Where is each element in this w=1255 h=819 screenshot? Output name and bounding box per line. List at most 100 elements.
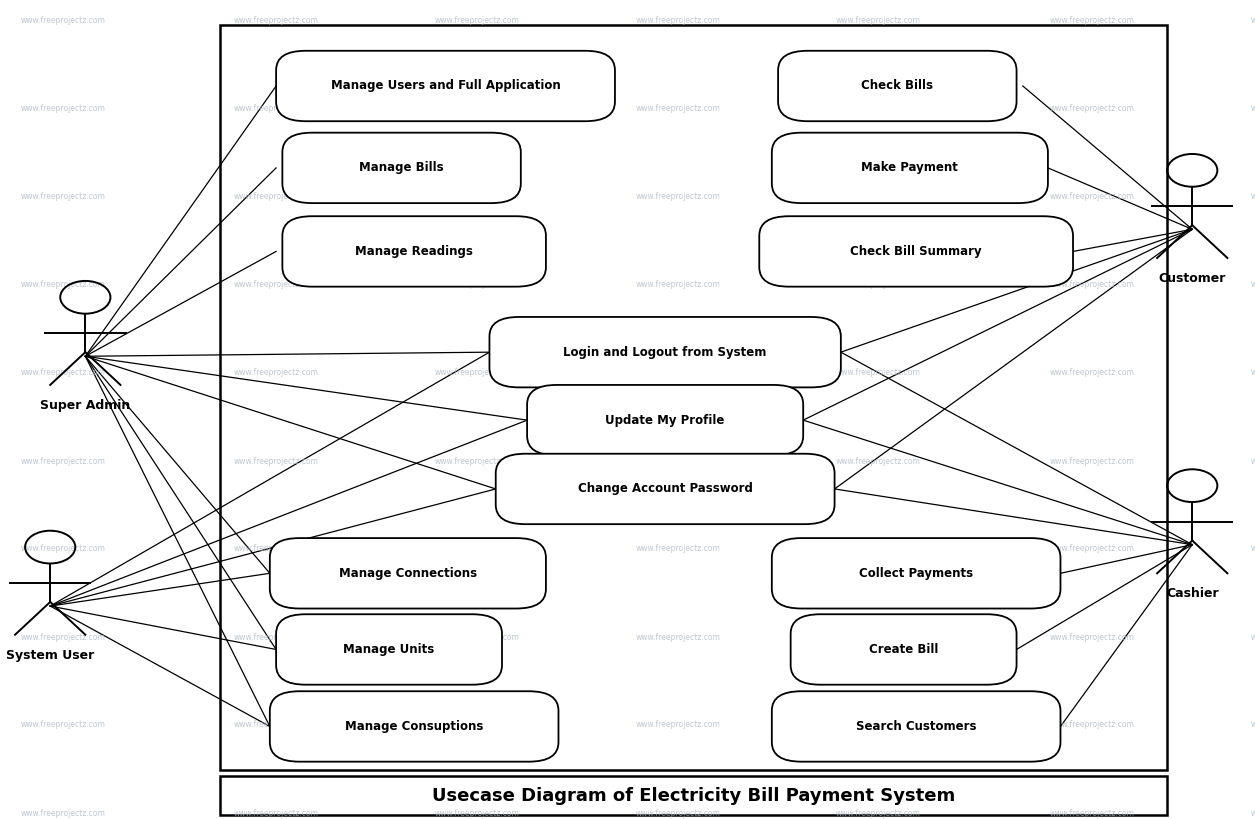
- Text: www.freeprojectz.com: www.freeprojectz.com: [434, 545, 520, 553]
- Text: www.freeprojectz.com: www.freeprojectz.com: [1049, 721, 1135, 729]
- Text: www.freeprojectz.com: www.freeprojectz.com: [434, 369, 520, 377]
- Text: www.freeprojectz.com: www.freeprojectz.com: [233, 16, 319, 25]
- Text: www.freeprojectz.com: www.freeprojectz.com: [635, 16, 720, 25]
- Text: Search Customers: Search Customers: [856, 720, 976, 733]
- Text: www.freeprojectz.com: www.freeprojectz.com: [1250, 280, 1255, 288]
- FancyBboxPatch shape: [772, 691, 1060, 762]
- Text: www.freeprojectz.com: www.freeprojectz.com: [233, 545, 319, 553]
- Text: Change Account Password: Change Account Password: [577, 482, 753, 495]
- Text: www.freeprojectz.com: www.freeprojectz.com: [20, 104, 105, 112]
- Text: www.freeprojectz.com: www.freeprojectz.com: [836, 721, 921, 729]
- Text: Customer: Customer: [1158, 272, 1226, 285]
- Text: www.freeprojectz.com: www.freeprojectz.com: [1049, 192, 1135, 201]
- Text: www.freeprojectz.com: www.freeprojectz.com: [233, 192, 319, 201]
- Text: www.freeprojectz.com: www.freeprojectz.com: [233, 809, 319, 817]
- FancyBboxPatch shape: [276, 614, 502, 685]
- Text: Check Bills: Check Bills: [861, 79, 934, 93]
- Text: Cashier: Cashier: [1166, 587, 1219, 600]
- Text: www.freeprojectz.com: www.freeprojectz.com: [836, 457, 921, 465]
- Text: Manage Connections: Manage Connections: [339, 567, 477, 580]
- FancyBboxPatch shape: [489, 317, 841, 387]
- Text: Make Payment: Make Payment: [861, 161, 959, 174]
- Text: www.freeprojectz.com: www.freeprojectz.com: [1049, 369, 1135, 377]
- FancyBboxPatch shape: [759, 216, 1073, 287]
- FancyBboxPatch shape: [282, 216, 546, 287]
- Text: www.freeprojectz.com: www.freeprojectz.com: [1049, 280, 1135, 288]
- Text: www.freeprojectz.com: www.freeprojectz.com: [635, 192, 720, 201]
- FancyBboxPatch shape: [282, 133, 521, 203]
- Text: www.freeprojectz.com: www.freeprojectz.com: [434, 192, 520, 201]
- Text: www.freeprojectz.com: www.freeprojectz.com: [1049, 809, 1135, 817]
- Text: www.freeprojectz.com: www.freeprojectz.com: [635, 633, 720, 641]
- Text: www.freeprojectz.com: www.freeprojectz.com: [20, 721, 105, 729]
- Text: www.freeprojectz.com: www.freeprojectz.com: [635, 721, 720, 729]
- Text: Update My Profile: Update My Profile: [605, 414, 725, 427]
- Text: www.freeprojectz.com: www.freeprojectz.com: [1250, 192, 1255, 201]
- Text: www.freeprojectz.com: www.freeprojectz.com: [1250, 545, 1255, 553]
- Text: www.freeprojectz.com: www.freeprojectz.com: [20, 192, 105, 201]
- Text: www.freeprojectz.com: www.freeprojectz.com: [635, 809, 720, 817]
- Text: Manage Bills: Manage Bills: [359, 161, 444, 174]
- Text: www.freeprojectz.com: www.freeprojectz.com: [836, 280, 921, 288]
- Text: www.freeprojectz.com: www.freeprojectz.com: [20, 457, 105, 465]
- Text: www.freeprojectz.com: www.freeprojectz.com: [635, 457, 720, 465]
- Text: www.freeprojectz.com: www.freeprojectz.com: [1049, 457, 1135, 465]
- Text: Login and Logout from System: Login and Logout from System: [563, 346, 767, 359]
- Bar: [220, 25, 1167, 770]
- FancyBboxPatch shape: [772, 538, 1060, 609]
- Text: www.freeprojectz.com: www.freeprojectz.com: [1250, 457, 1255, 465]
- Text: www.freeprojectz.com: www.freeprojectz.com: [434, 104, 520, 112]
- FancyBboxPatch shape: [270, 538, 546, 609]
- Text: www.freeprojectz.com: www.freeprojectz.com: [233, 721, 319, 729]
- Text: www.freeprojectz.com: www.freeprojectz.com: [1049, 104, 1135, 112]
- Text: www.freeprojectz.com: www.freeprojectz.com: [1049, 16, 1135, 25]
- Text: www.freeprojectz.com: www.freeprojectz.com: [434, 809, 520, 817]
- Text: Manage Consuptions: Manage Consuptions: [345, 720, 483, 733]
- Text: www.freeprojectz.com: www.freeprojectz.com: [635, 280, 720, 288]
- Text: www.freeprojectz.com: www.freeprojectz.com: [1049, 633, 1135, 641]
- Text: www.freeprojectz.com: www.freeprojectz.com: [1250, 633, 1255, 641]
- Text: www.freeprojectz.com: www.freeprojectz.com: [233, 457, 319, 465]
- Text: www.freeprojectz.com: www.freeprojectz.com: [434, 721, 520, 729]
- FancyBboxPatch shape: [276, 51, 615, 121]
- Text: www.freeprojectz.com: www.freeprojectz.com: [836, 545, 921, 553]
- Text: www.freeprojectz.com: www.freeprojectz.com: [20, 809, 105, 817]
- Text: www.freeprojectz.com: www.freeprojectz.com: [233, 104, 319, 112]
- Text: Manage Readings: Manage Readings: [355, 245, 473, 258]
- Text: www.freeprojectz.com: www.freeprojectz.com: [635, 104, 720, 112]
- Text: Super Admin: Super Admin: [40, 399, 131, 412]
- Text: www.freeprojectz.com: www.freeprojectz.com: [1250, 104, 1255, 112]
- FancyBboxPatch shape: [772, 133, 1048, 203]
- Text: www.freeprojectz.com: www.freeprojectz.com: [836, 633, 921, 641]
- Text: www.freeprojectz.com: www.freeprojectz.com: [233, 280, 319, 288]
- Text: Check Bill Summary: Check Bill Summary: [851, 245, 981, 258]
- Text: www.freeprojectz.com: www.freeprojectz.com: [434, 280, 520, 288]
- Text: www.freeprojectz.com: www.freeprojectz.com: [233, 369, 319, 377]
- Text: Manage Users and Full Application: Manage Users and Full Application: [330, 79, 561, 93]
- Text: Collect Payments: Collect Payments: [860, 567, 973, 580]
- Text: Usecase Diagram of Electricity Bill Payment System: Usecase Diagram of Electricity Bill Paym…: [432, 787, 955, 804]
- Bar: [220, 776, 1167, 815]
- Text: www.freeprojectz.com: www.freeprojectz.com: [434, 457, 520, 465]
- Text: www.freeprojectz.com: www.freeprojectz.com: [20, 633, 105, 641]
- Text: Create Bill: Create Bill: [868, 643, 939, 656]
- Text: www.freeprojectz.com: www.freeprojectz.com: [1250, 16, 1255, 25]
- Text: www.freeprojectz.com: www.freeprojectz.com: [836, 104, 921, 112]
- Text: www.freeprojectz.com: www.freeprojectz.com: [1250, 721, 1255, 729]
- FancyBboxPatch shape: [496, 454, 835, 524]
- Text: www.freeprojectz.com: www.freeprojectz.com: [836, 809, 921, 817]
- FancyBboxPatch shape: [527, 385, 803, 455]
- FancyBboxPatch shape: [270, 691, 558, 762]
- Text: www.freeprojectz.com: www.freeprojectz.com: [635, 369, 720, 377]
- Text: www.freeprojectz.com: www.freeprojectz.com: [434, 633, 520, 641]
- Text: www.freeprojectz.com: www.freeprojectz.com: [1250, 369, 1255, 377]
- Text: www.freeprojectz.com: www.freeprojectz.com: [836, 16, 921, 25]
- Text: www.freeprojectz.com: www.freeprojectz.com: [635, 545, 720, 553]
- Text: www.freeprojectz.com: www.freeprojectz.com: [836, 192, 921, 201]
- Text: System User: System User: [6, 649, 94, 662]
- Text: www.freeprojectz.com: www.freeprojectz.com: [20, 545, 105, 553]
- Text: www.freeprojectz.com: www.freeprojectz.com: [1250, 809, 1255, 817]
- FancyBboxPatch shape: [791, 614, 1017, 685]
- Text: www.freeprojectz.com: www.freeprojectz.com: [1049, 545, 1135, 553]
- Text: www.freeprojectz.com: www.freeprojectz.com: [20, 16, 105, 25]
